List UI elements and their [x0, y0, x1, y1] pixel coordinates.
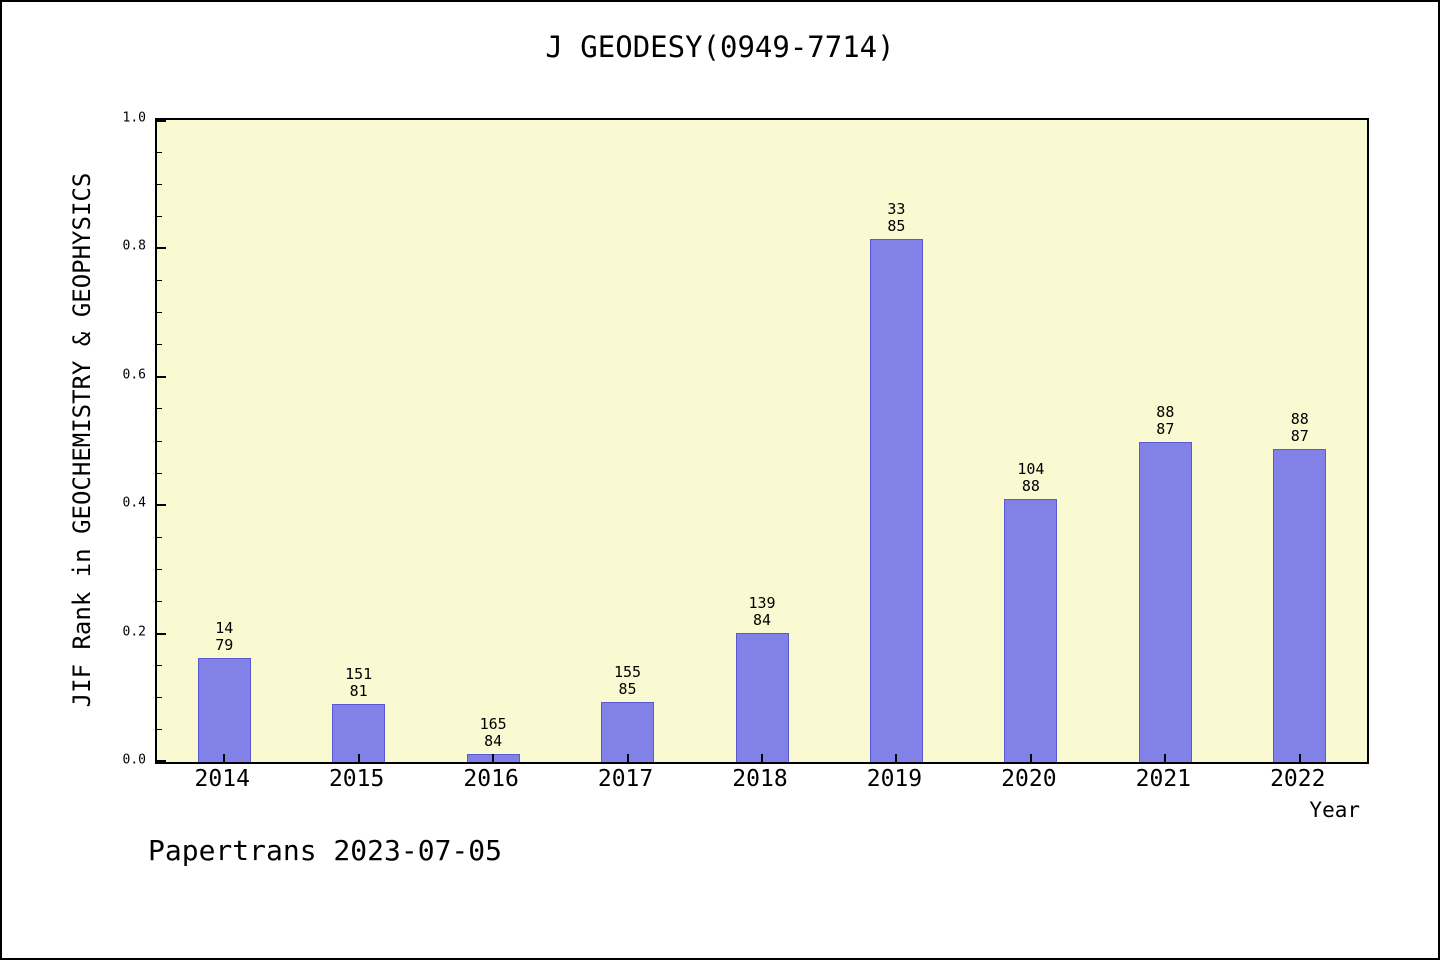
bar	[601, 702, 655, 762]
x-tick-label: 2018	[732, 766, 788, 792]
bar-total-value: 79	[215, 636, 234, 654]
y-tick-mark	[157, 120, 166, 122]
x-axis-label: Year	[1309, 798, 1360, 822]
chart-title: J GEODESY(0949-7714)	[545, 30, 895, 64]
y-tick-labels: 0.0 0.2 0.4 0.6 0.8 1.0	[100, 111, 150, 768]
y-tick-minor-mark	[157, 440, 162, 442]
y-tick-minor-mark	[157, 215, 162, 217]
x-tick-label: 2021	[1135, 766, 1192, 792]
y-tick-mark	[157, 760, 166, 762]
bar-rank-value: 14	[215, 619, 234, 637]
x-tick-mark	[1164, 754, 1167, 762]
y-tick-minor-mark	[157, 183, 162, 185]
x-tick-mark	[492, 754, 495, 762]
bar	[1004, 499, 1058, 762]
x-tick-label: 2019	[866, 766, 923, 792]
y-tick-label: 0.2	[122, 624, 146, 640]
bar-total-value: 87	[1156, 420, 1175, 438]
x-tick-mark	[626, 754, 629, 762]
y-tick-label: 0.6	[122, 367, 146, 383]
y-tick-label: 0.4	[122, 495, 146, 511]
bar-rank-value: 151	[345, 665, 373, 683]
bar-total-value: 85	[618, 680, 637, 698]
bar-value-label: 104 88	[971, 461, 1091, 495]
bar-value-label: 88 87	[1105, 404, 1225, 438]
bar-total-value: 87	[1290, 427, 1309, 445]
x-tick-label: 2015	[328, 766, 385, 792]
y-tick-mark	[157, 504, 166, 507]
x-tick-mark	[1029, 754, 1032, 762]
bar	[869, 239, 923, 762]
bar	[1273, 449, 1327, 762]
bar-value-label: 155 85	[568, 664, 688, 698]
x-tick-label: 2016	[463, 766, 519, 792]
y-tick-minor-mark	[157, 312, 162, 314]
bar	[1138, 442, 1192, 762]
x-tick-mark	[761, 754, 763, 762]
x-tick-label: 2022	[1270, 766, 1326, 792]
bar	[735, 633, 789, 762]
y-tick-minor-mark	[157, 697, 162, 699]
y-tick-label: 0.8	[122, 238, 146, 254]
bar-total-value: 81	[349, 682, 368, 700]
y-tick-minor-mark	[157, 665, 162, 667]
bar-rank-value: 165	[479, 715, 507, 733]
x-tick-mark	[223, 754, 226, 762]
y-tick-minor-mark	[157, 536, 162, 538]
bar-value-label: 165 84	[433, 716, 553, 750]
y-axis-label: JIF Rank in GEOCHEMISTRY & GEOPHYSICS	[68, 172, 96, 708]
y-tick-minor-mark	[157, 729, 162, 731]
plot-area: 14 79 151 81 165 84 155 85 139 84 33 85 104 88 88 87 88 8…	[155, 118, 1369, 764]
y-tick-minor-mark	[157, 408, 162, 410]
bar-rank-value: 139	[748, 594, 776, 612]
bar-total-value: 85	[887, 217, 906, 235]
y-tick-minor-mark	[157, 472, 162, 474]
bar-rank-value: 155	[614, 663, 642, 681]
bar	[332, 704, 386, 762]
bar-total-value: 84	[484, 732, 503, 750]
bar-total-value: 84	[752, 611, 772, 629]
y-tick-label: 1.0	[122, 110, 146, 126]
y-tick-minor-mark	[157, 568, 162, 570]
bar-total-value: 88	[1021, 477, 1040, 495]
bar-value-label: 33 85	[836, 201, 956, 235]
bar-rank-value: 88	[1156, 403, 1175, 421]
y-tick-mark	[157, 375, 166, 378]
bar-rank-value: 104	[1017, 460, 1045, 478]
x-tick-mark	[1298, 754, 1301, 762]
y-tick-label: 0.0	[122, 752, 146, 768]
footer-note: Papertrans 2023-07-05	[148, 834, 503, 867]
bar-value-label: 88 87	[1240, 411, 1360, 445]
x-tick-mark	[895, 754, 898, 762]
bar	[197, 658, 251, 762]
x-tick-labels: 2014 2015 2016 2017 2018 2019 2020 2021 2022	[155, 766, 1365, 800]
y-tick-mark	[157, 632, 166, 635]
y-tick-minor-mark	[157, 344, 162, 346]
bar-rank-value: 88	[1290, 410, 1309, 428]
x-tick-mark	[357, 754, 360, 762]
bar-rank-value: 33	[887, 200, 906, 218]
bar-value-label: 14 79	[164, 620, 284, 654]
bar-value-label: 139 84	[702, 595, 822, 629]
y-tick-minor-mark	[157, 280, 162, 281]
bar-value-label: 151 81	[299, 666, 419, 700]
y-tick-minor-mark	[157, 151, 162, 153]
x-tick-label: 2017	[597, 766, 654, 792]
y-tick-minor-mark	[157, 601, 162, 602]
x-tick-label: 2020	[1001, 766, 1057, 792]
y-tick-mark	[157, 247, 166, 250]
x-tick-label: 2014	[194, 766, 250, 792]
